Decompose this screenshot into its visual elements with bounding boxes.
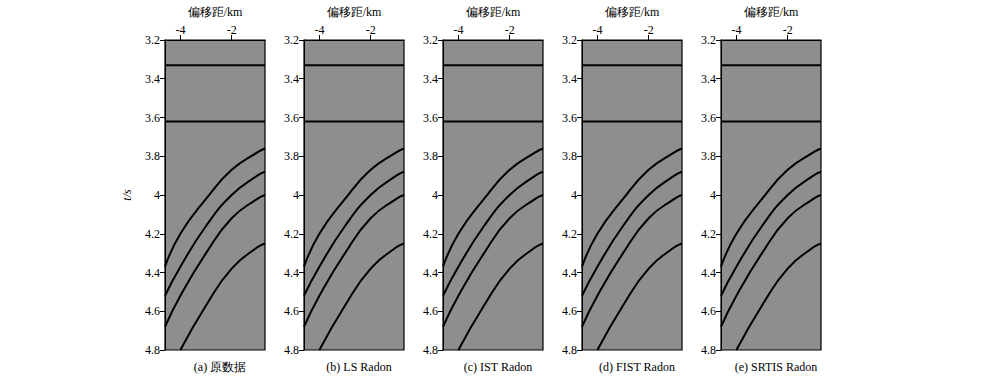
- svg-text:3.6: 3.6: [284, 111, 299, 125]
- svg-text:3.2: 3.2: [562, 33, 577, 47]
- svg-text:4.6: 4.6: [701, 304, 716, 318]
- svg-text:4: 4: [432, 188, 438, 202]
- svg-text:4.8: 4.8: [284, 343, 299, 357]
- svg-text:-2: -2: [227, 23, 237, 37]
- svg-text:4.8: 4.8: [423, 343, 438, 357]
- svg-text:-2: -2: [366, 23, 376, 37]
- svg-text:4.6: 4.6: [423, 304, 438, 318]
- svg-text:4: 4: [154, 188, 160, 202]
- svg-text:3.8: 3.8: [701, 149, 716, 163]
- svg-text:4.8: 4.8: [701, 343, 716, 357]
- svg-text:(a) 原数据: (a) 原数据: [194, 360, 246, 374]
- svg-text:3.6: 3.6: [145, 111, 160, 125]
- svg-text:3.4: 3.4: [562, 72, 577, 86]
- svg-text:3.2: 3.2: [701, 33, 716, 47]
- svg-text:4.4: 4.4: [284, 266, 299, 280]
- svg-text:4: 4: [710, 188, 716, 202]
- svg-text:4.2: 4.2: [145, 227, 160, 241]
- svg-text:3.8: 3.8: [423, 149, 438, 163]
- svg-text:4.2: 4.2: [284, 227, 299, 241]
- svg-text:4.6: 4.6: [284, 304, 299, 318]
- svg-text:4.6: 4.6: [562, 304, 577, 318]
- svg-text:3.6: 3.6: [562, 111, 577, 125]
- svg-text:(b) LS Radon: (b) LS Radon: [326, 360, 391, 374]
- svg-text:-4: -4: [731, 23, 741, 37]
- svg-text:4.8: 4.8: [145, 343, 160, 357]
- svg-text:4.4: 4.4: [701, 266, 716, 280]
- svg-text:3.6: 3.6: [423, 111, 438, 125]
- svg-text:t/s: t/s: [120, 189, 134, 201]
- svg-text:4.4: 4.4: [562, 266, 577, 280]
- svg-text:4.4: 4.4: [145, 266, 160, 280]
- svg-text:偏移距/km: 偏移距/km: [744, 5, 799, 19]
- svg-text:3.8: 3.8: [562, 149, 577, 163]
- svg-text:4.4: 4.4: [423, 266, 438, 280]
- svg-text:(d) FIST Radon: (d) FIST Radon: [599, 360, 675, 374]
- svg-text:(c) IST Radon: (c) IST Radon: [464, 360, 532, 374]
- svg-text:3.8: 3.8: [284, 149, 299, 163]
- svg-text:4.6: 4.6: [145, 304, 160, 318]
- svg-text:3.4: 3.4: [145, 72, 160, 86]
- svg-text:偏移距/km: 偏移距/km: [327, 5, 382, 19]
- svg-text:3.2: 3.2: [284, 33, 299, 47]
- svg-text:-4: -4: [453, 23, 463, 37]
- svg-text:-2: -2: [783, 23, 793, 37]
- svg-text:3.4: 3.4: [701, 72, 716, 86]
- svg-text:3.2: 3.2: [423, 33, 438, 47]
- svg-text:(e) SRTIS Radon: (e) SRTIS Radon: [735, 360, 818, 374]
- svg-text:3.4: 3.4: [284, 72, 299, 86]
- svg-text:3.2: 3.2: [145, 33, 160, 47]
- svg-text:4.2: 4.2: [423, 227, 438, 241]
- svg-text:偏移距/km: 偏移距/km: [188, 5, 243, 19]
- svg-text:偏移距/km: 偏移距/km: [605, 5, 660, 19]
- svg-text:4.2: 4.2: [562, 227, 577, 241]
- svg-text:-2: -2: [505, 23, 515, 37]
- svg-text:4: 4: [571, 188, 577, 202]
- svg-text:3.6: 3.6: [701, 111, 716, 125]
- svg-text:3.4: 3.4: [423, 72, 438, 86]
- svg-text:-4: -4: [175, 23, 185, 37]
- svg-text:4: 4: [293, 188, 299, 202]
- svg-text:4.8: 4.8: [562, 343, 577, 357]
- svg-text:4.2: 4.2: [701, 227, 716, 241]
- svg-text:3.8: 3.8: [145, 149, 160, 163]
- svg-text:-2: -2: [644, 23, 654, 37]
- svg-text:-4: -4: [592, 23, 602, 37]
- svg-text:-4: -4: [314, 23, 324, 37]
- svg-text:偏移距/km: 偏移距/km: [466, 5, 521, 19]
